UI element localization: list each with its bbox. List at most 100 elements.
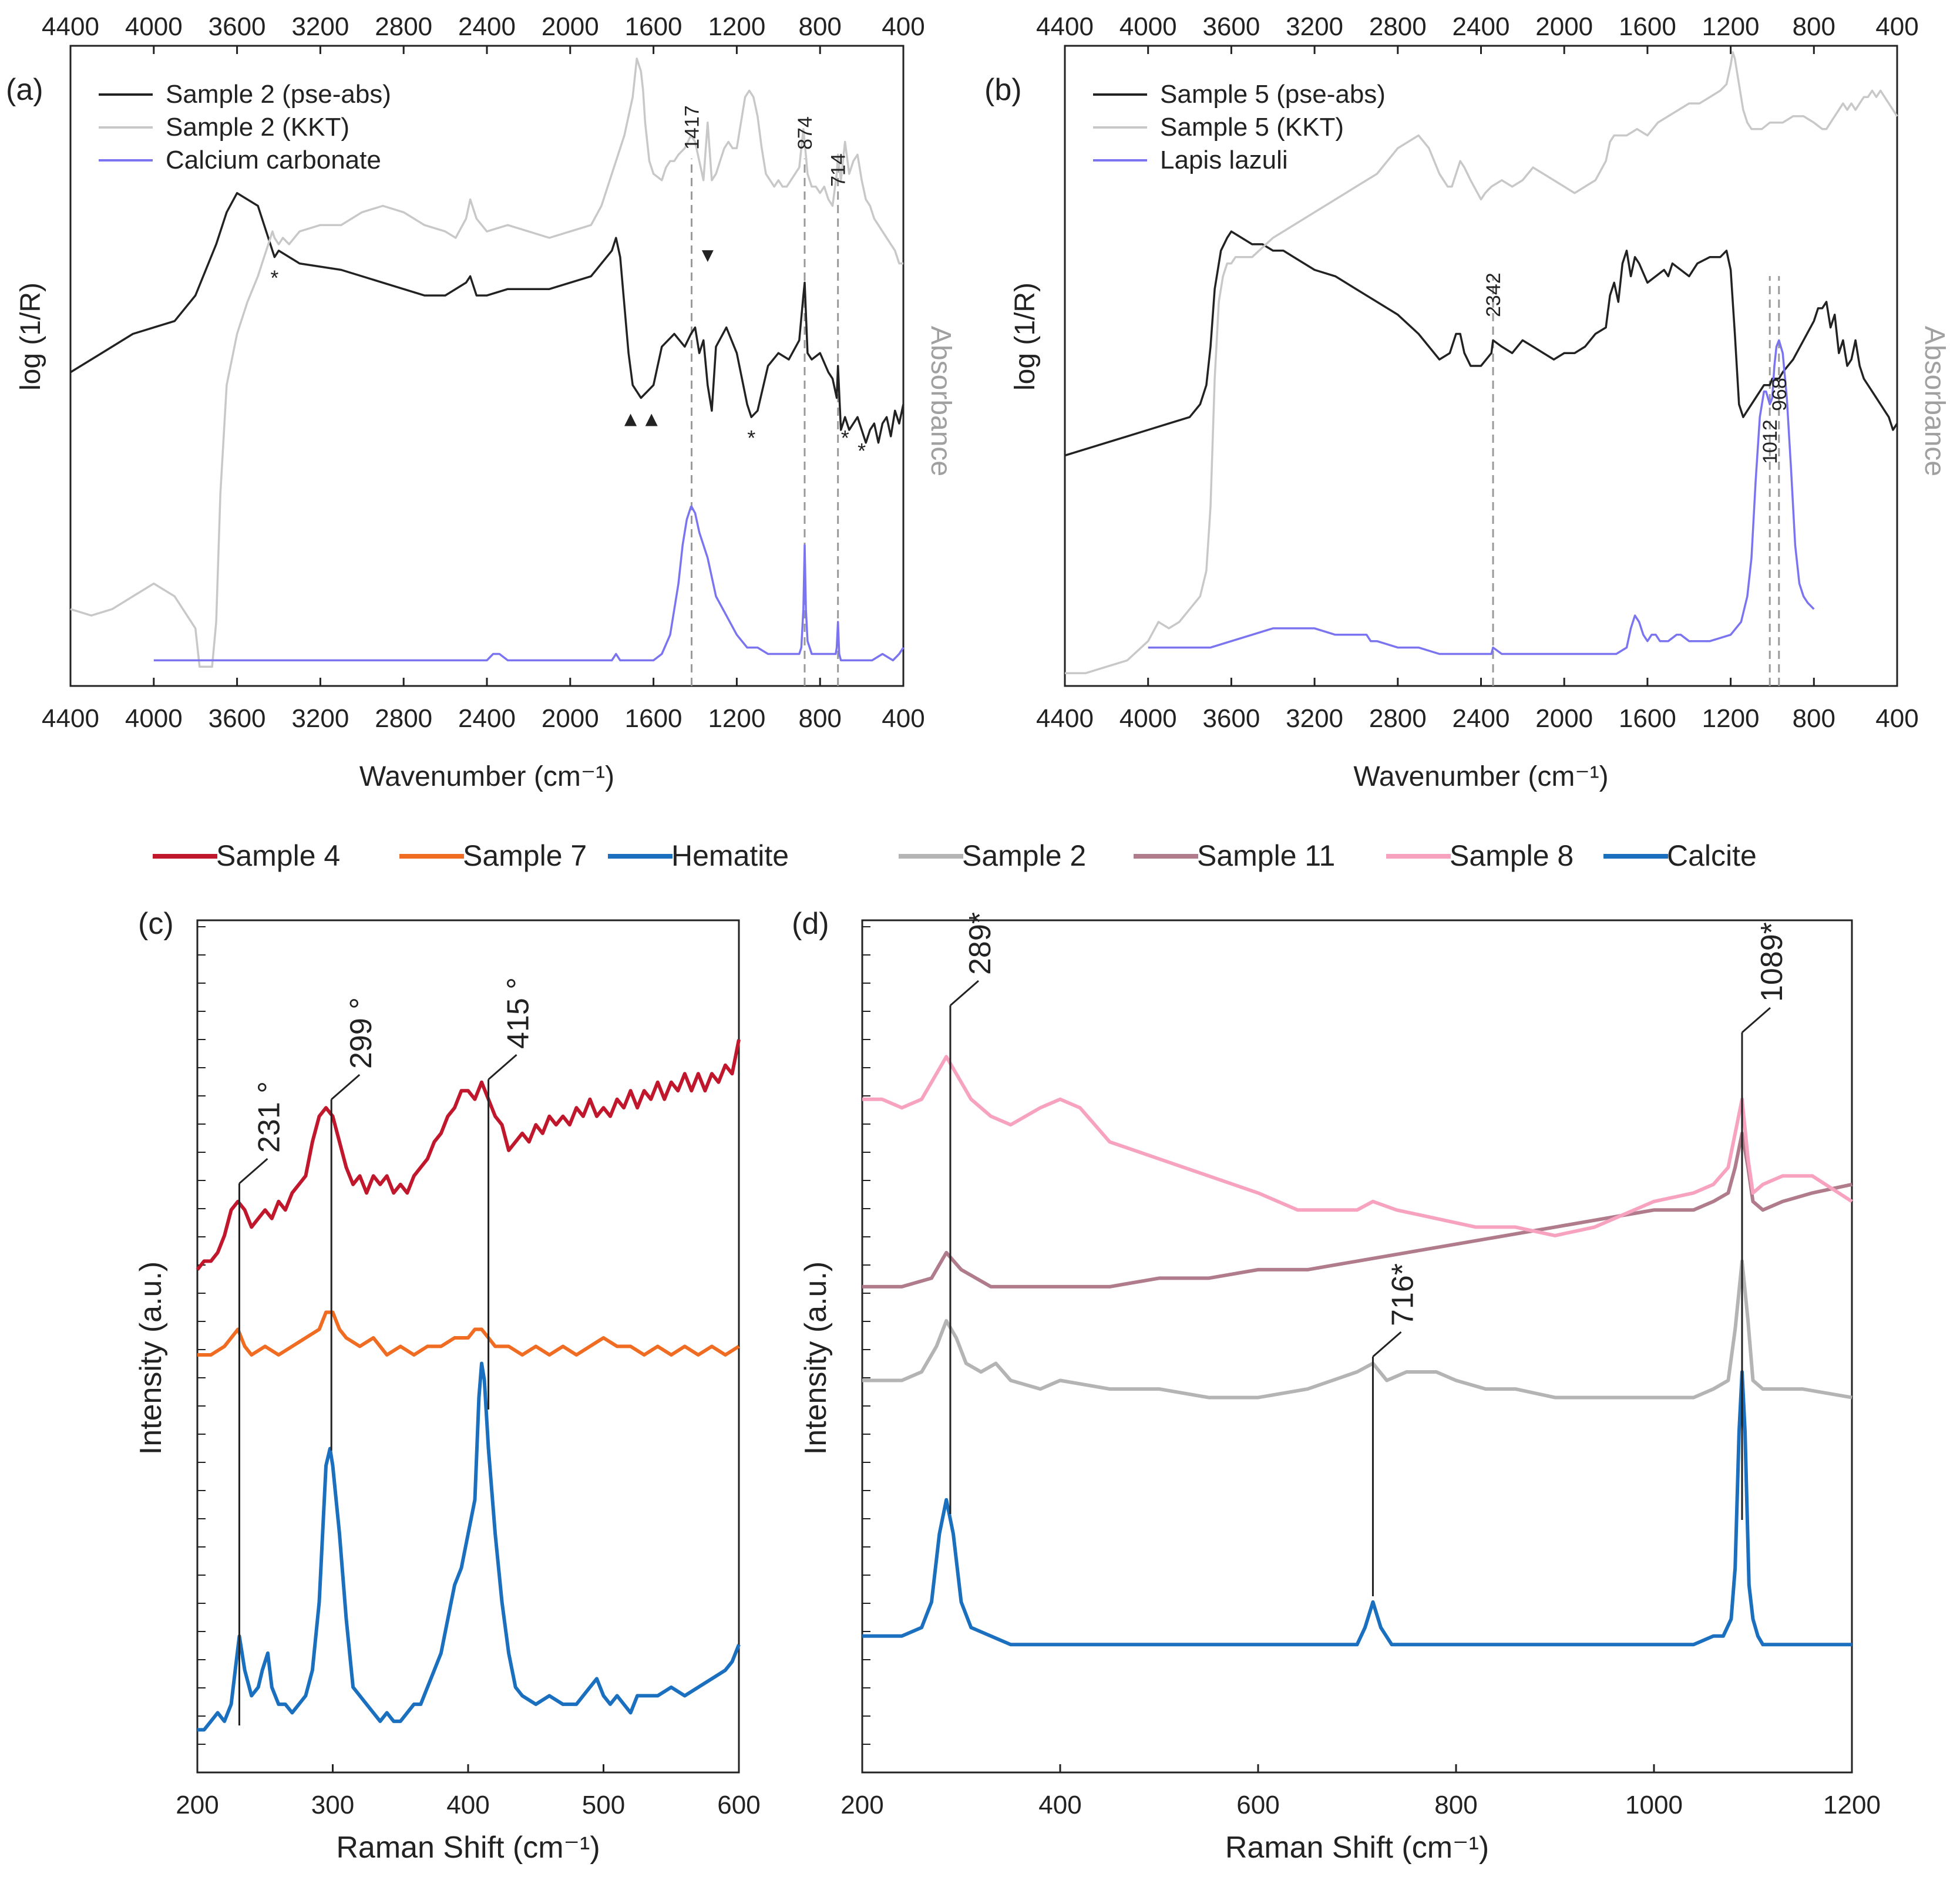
- legend-label: Sample 4: [216, 839, 340, 872]
- x-tick-label: 2000: [542, 704, 599, 733]
- x-tick-label: 2800: [375, 704, 432, 733]
- series-sample-2-pse-abs: [70, 191, 905, 444]
- x-tick-label: 1000: [1625, 1791, 1683, 1819]
- peak-marker: *: [270, 266, 278, 290]
- legend-label: Calcite: [1667, 839, 1757, 872]
- peak-marker: *: [841, 426, 849, 450]
- x-tick-label: 1200: [708, 704, 765, 733]
- series-sample-8: [862, 1055, 1853, 1237]
- annotation-label: 874: [794, 116, 816, 150]
- annotation-leader-diag: [331, 1074, 361, 1101]
- series-sample-4: [196, 1039, 741, 1271]
- annotation-label: 299 °: [344, 997, 378, 1069]
- annotation-label: 1089*: [1755, 922, 1789, 1002]
- x-tick-label-top: 1600: [625, 12, 682, 41]
- series-sample-7: [197, 1310, 740, 1357]
- x-tick-label: 400: [446, 1791, 489, 1819]
- x-tick-label-top: 2400: [1453, 12, 1510, 41]
- annotation-leader-diag: [1741, 1007, 1771, 1034]
- legend-label: Sample 11: [1197, 839, 1335, 872]
- panel-d: (d) 200 400 600 800 1000 1200 Raman Shift (cm⁻¹…: [792, 839, 1881, 1865]
- annotation-label: 968: [1769, 378, 1791, 411]
- x-tick-label-top: 800: [798, 12, 841, 41]
- x-tick-label: 3600: [1202, 704, 1260, 733]
- x-tick-label-top: 2000: [1535, 12, 1593, 41]
- panel-b: (b) 4400 4400 4000 4000 3600 3600 3200 3200 2800 2…: [984, 12, 1950, 792]
- x-tick-label: 800: [1434, 1791, 1477, 1819]
- annotation-leader-diag: [488, 1054, 517, 1081]
- y-axis-label: Intensity (a.u.): [134, 1262, 168, 1455]
- x-tick-label-top: 1200: [708, 12, 765, 41]
- panel-label: (a): [6, 73, 43, 107]
- annotation-leader-diag: [238, 1158, 268, 1185]
- legend-label: Sample 5 (KKT): [1160, 113, 1344, 142]
- legend-label: Sample 2 (pse-abs): [166, 80, 391, 109]
- annotation-label: 289*: [963, 912, 997, 975]
- x-tick-label-top: 800: [1793, 12, 1835, 41]
- series-sample-5-pse-abs: [1064, 230, 1898, 457]
- series-sample-2: [862, 1259, 1852, 1400]
- x-tick-label-top: 400: [882, 12, 924, 41]
- x-tick-label-top: 3200: [291, 12, 349, 41]
- series-calcium-carbonate: [153, 506, 905, 662]
- x-tick-label: 800: [798, 704, 841, 733]
- x-tick-label: 200: [840, 1791, 883, 1819]
- annotation-label: 231 °: [252, 1081, 286, 1153]
- x-tick-label: 400: [1038, 1791, 1081, 1819]
- x-tick-label-top: 2800: [1369, 12, 1427, 41]
- peak-marker: *: [858, 439, 866, 463]
- x-tick-label: 4000: [125, 704, 183, 733]
- x-tick-label-top: 4000: [125, 12, 183, 41]
- x-axis-label: Raman Shift (cm⁻¹): [1225, 1831, 1489, 1865]
- series-lapis-lazuli: [1148, 339, 1815, 655]
- x-tick-label: 3200: [1286, 704, 1343, 733]
- legend-label: Sample 2: [962, 839, 1086, 872]
- legend-label: Lapis lazuli: [1160, 146, 1288, 174]
- x-tick-label: 1200: [1702, 704, 1760, 733]
- x-axis-label: Wavenumber (cm⁻¹): [359, 761, 614, 792]
- x-axis-label: Raman Shift (cm⁻¹): [336, 1831, 600, 1865]
- annotation-label: 1012: [1759, 419, 1781, 464]
- annotation-leader-diag: [1372, 1331, 1402, 1358]
- annotation-label: 2342: [1482, 273, 1505, 317]
- x-tick-label: 200: [176, 1791, 218, 1819]
- plot-frame: [69, 45, 905, 687]
- legend-label: Hematite: [671, 839, 789, 872]
- plot-frame: [861, 919, 1853, 1774]
- x-tick-label-top: 2800: [375, 12, 432, 41]
- x-tick-label: 1600: [625, 704, 682, 733]
- panel-a: (a) 4400 4400 4000 4000 3600 3600 3200 3200 2800 2…: [6, 12, 956, 792]
- legend-label: Sample 7: [463, 839, 587, 872]
- x-tick-label-top: 4400: [1036, 12, 1094, 41]
- annotation-label: 714: [828, 153, 850, 187]
- legend-label: Sample 5 (pse-abs): [1160, 80, 1386, 109]
- x-tick-label-top: 4400: [42, 12, 99, 41]
- x-tick-label: 2400: [458, 704, 516, 733]
- series-sample-5-kkt: [1065, 51, 1898, 674]
- panel-c: (c) 200 300 400 500 600 Raman Shift (cm⁻¹) Inte…: [134, 839, 789, 1865]
- x-tick-label: 3600: [209, 704, 266, 733]
- x-axis-label: Wavenumber (cm⁻¹): [1353, 761, 1608, 792]
- x-tick-label-top: 2000: [542, 12, 599, 41]
- x-tick-label: 500: [582, 1791, 625, 1819]
- peak-marker: ▼: [698, 244, 718, 267]
- y-axis-label: log (1/R): [15, 282, 46, 391]
- y-axis-label: log (1/R): [1010, 282, 1041, 391]
- x-tick-label: 4400: [1036, 704, 1094, 733]
- annotation-leader-diag: [949, 980, 979, 1007]
- x-tick-label-top: 3600: [1202, 12, 1260, 41]
- x-tick-label-top: 400: [1875, 12, 1918, 41]
- x-tick-label: 400: [1875, 704, 1918, 733]
- x-tick-label: 3200: [291, 704, 349, 733]
- x-tick-label: 2400: [1453, 704, 1510, 733]
- x-tick-label: 600: [717, 1791, 760, 1819]
- panel-label: (d): [792, 907, 829, 941]
- annotation-label: 415 °: [502, 977, 536, 1049]
- x-tick-label: 600: [1236, 1791, 1279, 1819]
- x-tick-label: 2800: [1369, 704, 1427, 733]
- x-tick-label: 1600: [1619, 704, 1676, 733]
- legend-label: Sample 8: [1450, 839, 1574, 872]
- y-axis-label: Intensity (a.u.): [799, 1262, 833, 1455]
